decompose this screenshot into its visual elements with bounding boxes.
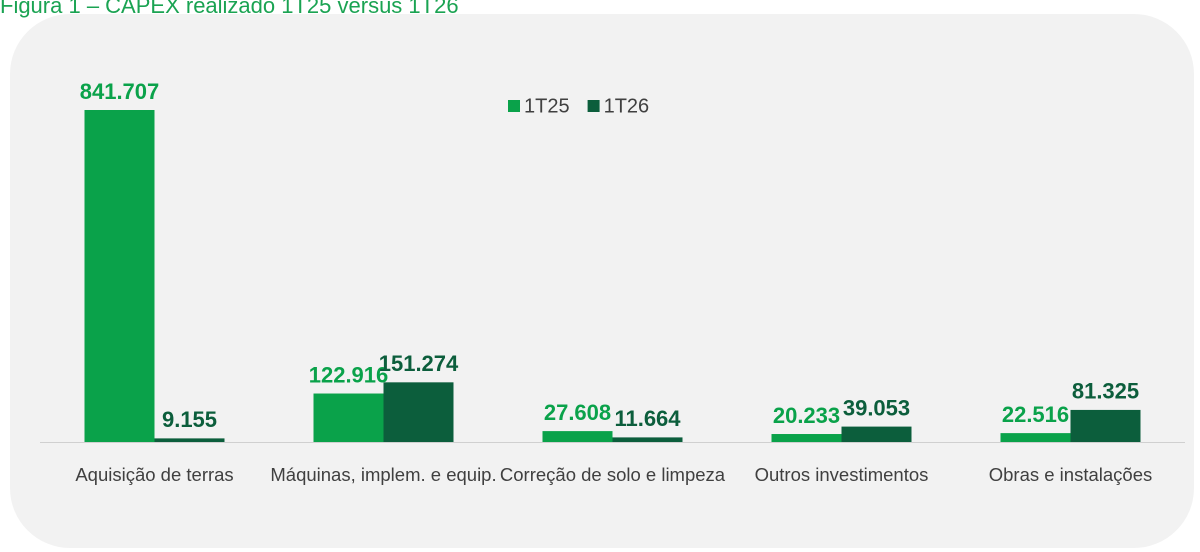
bar (154, 438, 225, 442)
bar (542, 431, 613, 442)
x-tick-label: Obras e instalações (988, 464, 1153, 485)
chart-panel (10, 14, 1194, 548)
bar (771, 434, 842, 442)
x-tick-label: Correção de solo e limpeza (499, 464, 726, 485)
data-label: 841.707 (80, 79, 160, 104)
bar (313, 393, 384, 442)
bar (612, 437, 683, 442)
chart-title: Figura 1 – CAPEX realizado 1T25 versus 1… (0, 0, 459, 18)
x-tick-label: Outros investimentos (754, 464, 929, 485)
bar (1070, 409, 1141, 442)
data-label: 22.516 (1002, 402, 1069, 427)
legend-label: 1T26 (604, 95, 650, 117)
bar (1000, 433, 1071, 442)
x-tick-label: Aquisição de terras (75, 464, 234, 485)
data-label: 81.325 (1072, 379, 1139, 404)
bar (841, 426, 912, 442)
bar (383, 382, 454, 442)
data-label: 27.608 (544, 400, 611, 425)
data-label: 39.053 (843, 395, 910, 420)
legend-label: 1T25 (524, 95, 570, 117)
legend-swatch (587, 100, 600, 112)
bar (84, 110, 155, 442)
x-tick-label: Máquinas, implem. e equip. (270, 464, 497, 485)
legend-swatch (508, 100, 520, 112)
data-label: 11.664 (614, 406, 681, 431)
data-label: 151.274 (379, 351, 459, 376)
data-label: 20.233 (773, 403, 840, 428)
data-label: 122.916 (309, 362, 389, 387)
data-label: 9.155 (162, 407, 217, 432)
